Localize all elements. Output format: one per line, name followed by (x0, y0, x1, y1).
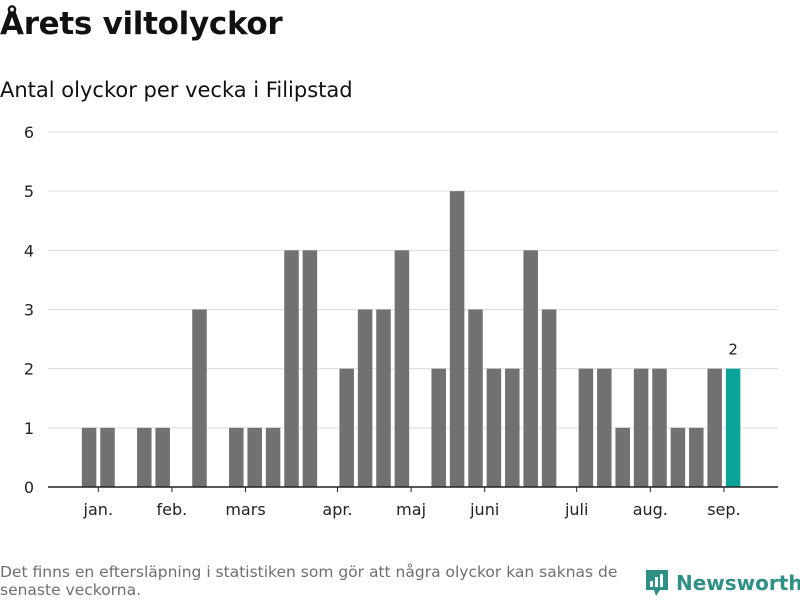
x-tick-label: aug. (633, 500, 668, 519)
y-tick-label: 4 (24, 241, 34, 260)
bar (155, 427, 170, 487)
bar (247, 427, 262, 487)
x-tick-label: juli (564, 500, 588, 519)
x-tick-label: maj (396, 500, 426, 519)
y-tick-label: 6 (24, 123, 34, 142)
y-tick-label: 0 (24, 478, 34, 497)
chart-title: Årets viltolyckor (0, 6, 283, 42)
highlight-bar (725, 368, 741, 487)
y-tick-label: 2 (24, 360, 34, 379)
bar (137, 427, 152, 487)
bar (597, 368, 612, 487)
bar (505, 368, 520, 487)
bar (486, 368, 502, 487)
y-tick-label: 3 (24, 301, 34, 320)
bar (707, 368, 722, 487)
bar (431, 368, 446, 487)
bar (229, 427, 244, 487)
y-tick-label: 1 (24, 419, 34, 438)
bar (81, 427, 97, 487)
bar (689, 427, 704, 487)
bar (523, 250, 538, 487)
x-tick-label: sep. (707, 500, 740, 519)
bar (376, 309, 391, 487)
bar (633, 368, 649, 487)
y-tick-label: 5 (24, 182, 34, 201)
x-tick-label: mars (225, 500, 265, 519)
chart-subtitle: Antal olyckor per vecka i Filipstad (0, 78, 353, 102)
bar (468, 309, 483, 487)
x-tick-label: juni (469, 500, 499, 519)
bar-chart: 0 1 2 3 4 5 6 2 jan. feb. mars apr. maj juni juli aug. s… (24, 123, 778, 519)
bar (100, 427, 115, 487)
footnote: Det finns en eftersläpning i statistiken… (0, 563, 618, 599)
bar (652, 368, 667, 487)
x-tick-label: feb. (157, 500, 188, 519)
bar (449, 191, 465, 487)
bar (302, 250, 318, 487)
x-tick-label: apr. (322, 500, 352, 519)
bar (541, 309, 557, 487)
brand-name: Newsworthy (676, 571, 800, 595)
bar (670, 427, 686, 487)
bar (339, 368, 354, 487)
bar (615, 427, 630, 487)
bar (192, 309, 207, 487)
bar (265, 427, 281, 487)
bar (578, 368, 594, 487)
brand[interactable]: Newsworthy (644, 568, 800, 598)
bar (394, 250, 410, 487)
bar (357, 309, 373, 487)
data-label: 2 (728, 341, 738, 359)
bar (284, 250, 299, 487)
x-tick-label: jan. (83, 500, 113, 519)
newsworthy-logo-icon (646, 570, 668, 596)
